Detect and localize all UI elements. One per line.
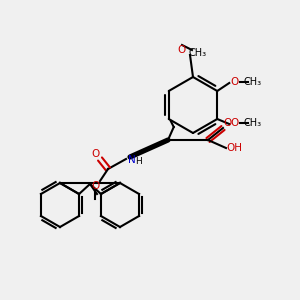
Text: CH₃: CH₃: [189, 48, 207, 58]
Text: O: O: [92, 149, 100, 159]
Text: O: O: [91, 181, 99, 191]
Text: CH₃: CH₃: [243, 118, 261, 128]
Text: CH₃: CH₃: [243, 77, 261, 87]
Text: OH: OH: [226, 143, 242, 153]
Text: H: H: [135, 158, 141, 166]
Text: O: O: [230, 118, 238, 128]
Text: O: O: [224, 118, 232, 128]
Text: N: N: [128, 155, 136, 165]
Text: O: O: [178, 45, 186, 55]
Text: O: O: [230, 77, 238, 87]
